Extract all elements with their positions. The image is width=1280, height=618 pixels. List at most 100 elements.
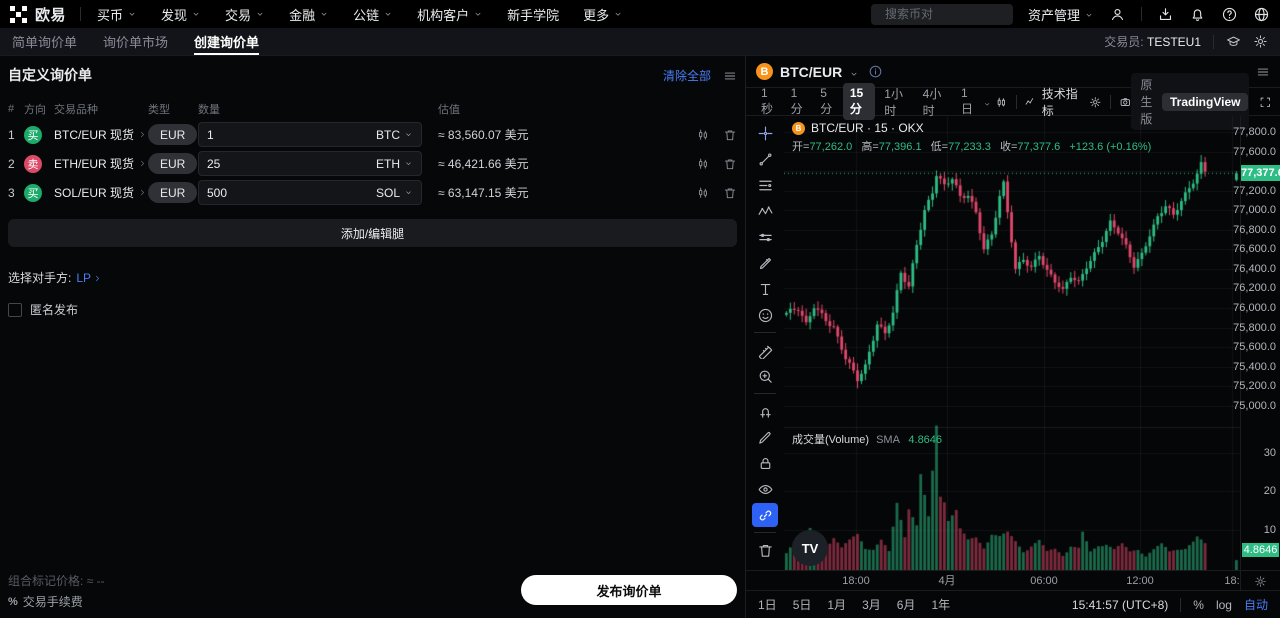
nav-item[interactable]: 公链 bbox=[353, 5, 393, 24]
log-scale-button[interactable]: log bbox=[1215, 597, 1232, 612]
tool-xabcd-pattern[interactable] bbox=[752, 199, 778, 223]
anonymous-checkbox[interactable] bbox=[8, 302, 22, 317]
tool-lock[interactable] bbox=[752, 451, 778, 475]
range-button[interactable]: 6月 bbox=[896, 598, 916, 612]
timeframe-button[interactable]: 1分 bbox=[790, 86, 803, 116]
candlestick-canvas[interactable] bbox=[784, 116, 1240, 570]
asset-management-dropdown[interactable]: 资产管理 bbox=[1028, 5, 1094, 24]
clock[interactable]: 15:41:57 (UTC+8) bbox=[1071, 597, 1169, 612]
timeframe-button[interactable]: 1秒 bbox=[761, 86, 774, 116]
tool-trash[interactable] bbox=[752, 538, 778, 562]
panel-menu-icon[interactable] bbox=[723, 68, 737, 82]
nav-item[interactable]: 交易 bbox=[225, 5, 265, 24]
percent-scale-button[interactable]: % bbox=[1193, 597, 1204, 612]
timeframe-button[interactable]: 1小时 bbox=[884, 86, 903, 118]
search-box[interactable] bbox=[870, 3, 1013, 25]
search-input[interactable] bbox=[884, 7, 1005, 21]
tool-zoom-in[interactable] bbox=[752, 364, 778, 388]
leg-type-button[interactable]: EUR bbox=[148, 182, 198, 203]
mode-tradingview[interactable]: TradingView bbox=[1161, 92, 1249, 111]
chevron-down-icon[interactable] bbox=[983, 97, 991, 107]
leg-pair[interactable]: BTC/EUR 现货 bbox=[54, 126, 148, 143]
legend-title: BTC/EUR · 15 · OKX bbox=[811, 121, 924, 135]
delete-leg-button[interactable] bbox=[723, 185, 737, 200]
nav-item[interactable]: 机构客户 bbox=[417, 5, 483, 24]
counterparty-link[interactable]: LP bbox=[76, 271, 102, 285]
chevron-down-icon bbox=[385, 12, 391, 16]
add-edit-legs-button[interactable]: 添加/编辑腿 bbox=[8, 219, 737, 247]
expand-icon[interactable] bbox=[1259, 94, 1272, 109]
tool-hide-drawings[interactable] bbox=[752, 477, 778, 501]
chevron-down-icon[interactable] bbox=[849, 67, 859, 77]
leg-type-button[interactable]: EUR bbox=[148, 153, 198, 174]
delete-leg-button[interactable] bbox=[723, 127, 737, 142]
delete-leg-button[interactable] bbox=[723, 156, 737, 171]
tool-magnet[interactable] bbox=[752, 399, 778, 423]
range-button[interactable]: 1月 bbox=[827, 598, 847, 612]
notifications-icon[interactable] bbox=[1189, 6, 1206, 23]
tab-create-rfq[interactable]: 创建询价单 bbox=[194, 28, 260, 55]
timeframe-button[interactable]: 1日 bbox=[960, 86, 973, 116]
range-button[interactable]: 3月 bbox=[862, 598, 881, 612]
currency-select[interactable]: BTC bbox=[376, 128, 413, 142]
chart-main: B BTC/EUR · 15 · OKX 开=77,262.0 高=77,396… bbox=[784, 116, 1240, 570]
tool-emoji[interactable] bbox=[752, 303, 778, 327]
leg-type-button[interactable]: EUR bbox=[148, 124, 198, 145]
tool-head-shoulders-pattern[interactable] bbox=[752, 225, 778, 249]
tool-ruler[interactable] bbox=[752, 338, 778, 362]
auto-scale-button[interactable]: 自动 bbox=[1243, 598, 1268, 612]
nav-item[interactable]: 新手学院 bbox=[507, 7, 560, 23]
tool-fib-retracement[interactable] bbox=[752, 173, 778, 197]
tool-brush[interactable] bbox=[752, 251, 778, 275]
tool-trend-line[interactable] bbox=[752, 147, 778, 171]
nav-item[interactable]: 买币 bbox=[97, 5, 137, 24]
publish-rfq-button[interactable]: 发布询价单 bbox=[521, 575, 737, 605]
tool-drawing-edit[interactable] bbox=[752, 425, 778, 449]
tab-simple-rfq[interactable]: 简单询价单 bbox=[12, 35, 78, 50]
tool-link[interactable] bbox=[752, 503, 778, 527]
chart-menu-icon bbox=[1257, 68, 1269, 76]
view-chart-button[interactable] bbox=[696, 185, 710, 200]
nav-item[interactable]: 金融 bbox=[289, 5, 329, 24]
range-button[interactable]: 5日 bbox=[792, 598, 812, 612]
settings-gear-icon[interactable] bbox=[1253, 34, 1268, 49]
amount-input[interactable] bbox=[207, 185, 376, 200]
leg-pair[interactable]: SOL/EUR 现货 bbox=[54, 184, 148, 201]
info-icon[interactable] bbox=[868, 64, 883, 79]
nav-item[interactable]: 发现 bbox=[161, 5, 201, 24]
time-axis[interactable]: 18:00 4月 06:00 12:00 18: bbox=[784, 571, 1240, 590]
currency-select[interactable]: ETH bbox=[376, 157, 413, 171]
view-chart-button[interactable] bbox=[696, 127, 710, 142]
range-button[interactable]: 1年 bbox=[931, 598, 951, 612]
price-axis[interactable]: 77,377.6 4.8646 77,800.0 77,600.0 77,200.0… bbox=[1233, 116, 1280, 570]
range-button[interactable]: 1日 bbox=[758, 598, 777, 612]
view-chart-button[interactable] bbox=[696, 156, 710, 171]
language-globe-icon[interactable] bbox=[1253, 6, 1270, 23]
timeframe-button[interactable]: 15分 bbox=[842, 83, 876, 120]
currency-select[interactable]: SOL bbox=[376, 186, 413, 200]
tab-rfq-market[interactable]: 询价单市场 bbox=[103, 35, 169, 50]
screenshot-icon[interactable] bbox=[1119, 94, 1132, 109]
leg-pair[interactable]: ETH/EUR 现货 bbox=[54, 155, 148, 172]
chart-menu-icon[interactable] bbox=[1256, 65, 1270, 79]
help-icon bbox=[1222, 7, 1237, 21]
chart-settings-icon[interactable] bbox=[1089, 94, 1102, 109]
clear-all-link[interactable]: 清除全部 bbox=[662, 68, 711, 83]
axis-settings[interactable] bbox=[1240, 571, 1280, 590]
tool-crosshair[interactable] bbox=[752, 121, 778, 145]
symbol-name[interactable]: BTC/EUR bbox=[780, 63, 843, 80]
okx-logo[interactable]: 欧易 bbox=[10, 4, 66, 25]
nav-item[interactable]: 更多 bbox=[583, 5, 623, 24]
fee-label[interactable]: 交易手续费 bbox=[22, 595, 83, 609]
tool-text[interactable] bbox=[752, 277, 778, 301]
indicators-button[interactable]: 技术指标 bbox=[1024, 85, 1081, 119]
chart-style-icon[interactable] bbox=[995, 94, 1008, 109]
timeframe-button[interactable]: 4小时 bbox=[922, 86, 942, 118]
help-icon[interactable] bbox=[1221, 6, 1238, 23]
amount-input[interactable] bbox=[207, 156, 376, 171]
education-cap-icon[interactable] bbox=[1226, 34, 1241, 49]
amount-input[interactable] bbox=[207, 127, 376, 142]
profile-icon[interactable] bbox=[1109, 6, 1126, 23]
download-app-icon[interactable] bbox=[1157, 6, 1174, 23]
timeframe-button[interactable]: 5分 bbox=[820, 86, 833, 116]
